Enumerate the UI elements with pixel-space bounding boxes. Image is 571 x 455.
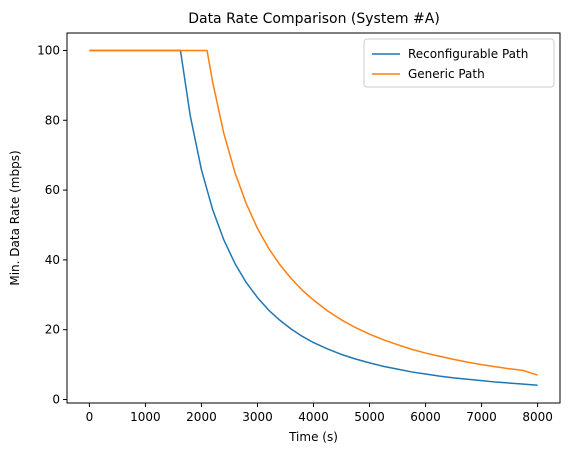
plot-lines bbox=[89, 49, 538, 386]
plot-area bbox=[66, 32, 561, 404]
x-tick-label: 3000 bbox=[242, 410, 273, 424]
x-tick-label: 0 bbox=[86, 410, 94, 424]
legend-label: Generic Path bbox=[408, 67, 485, 81]
legend-label: Reconfigurable Path bbox=[408, 47, 528, 61]
chart-title: Data Rate Comparison (System #A) bbox=[188, 11, 440, 27]
legend-box bbox=[363, 38, 555, 88]
series-line-reconfigurable-path bbox=[89, 49, 538, 386]
x-tick-label: 8000 bbox=[522, 410, 553, 424]
y-tick-label: 100 bbox=[37, 43, 60, 57]
series-line-generic-path bbox=[89, 49, 538, 376]
x-tick-label: 4000 bbox=[298, 410, 329, 424]
y-axis-label: Min. Data Rate (mbps) bbox=[8, 150, 22, 285]
x-axis-label: Time (s) bbox=[288, 430, 338, 444]
x-tick-label: 6000 bbox=[410, 410, 441, 424]
y-tick-label: 80 bbox=[45, 113, 60, 127]
y-tick-label: 0 bbox=[52, 393, 60, 407]
y-tick-label: 60 bbox=[45, 183, 60, 197]
y-axis-ticks: 0 20 40 60 80 100 bbox=[37, 43, 67, 407]
x-tick-label: 5000 bbox=[354, 410, 385, 424]
legend: Reconfigurable Path Generic Path bbox=[363, 38, 555, 88]
x-axis-ticks: 0 1000 2000 3000 4000 5000 6000 7000 8000 bbox=[86, 403, 553, 424]
x-tick-label: 2000 bbox=[186, 410, 217, 424]
x-tick-label: 1000 bbox=[130, 410, 161, 424]
x-tick-label: 7000 bbox=[466, 410, 497, 424]
y-tick-label: 40 bbox=[45, 253, 60, 267]
y-tick-label: 20 bbox=[45, 323, 60, 337]
